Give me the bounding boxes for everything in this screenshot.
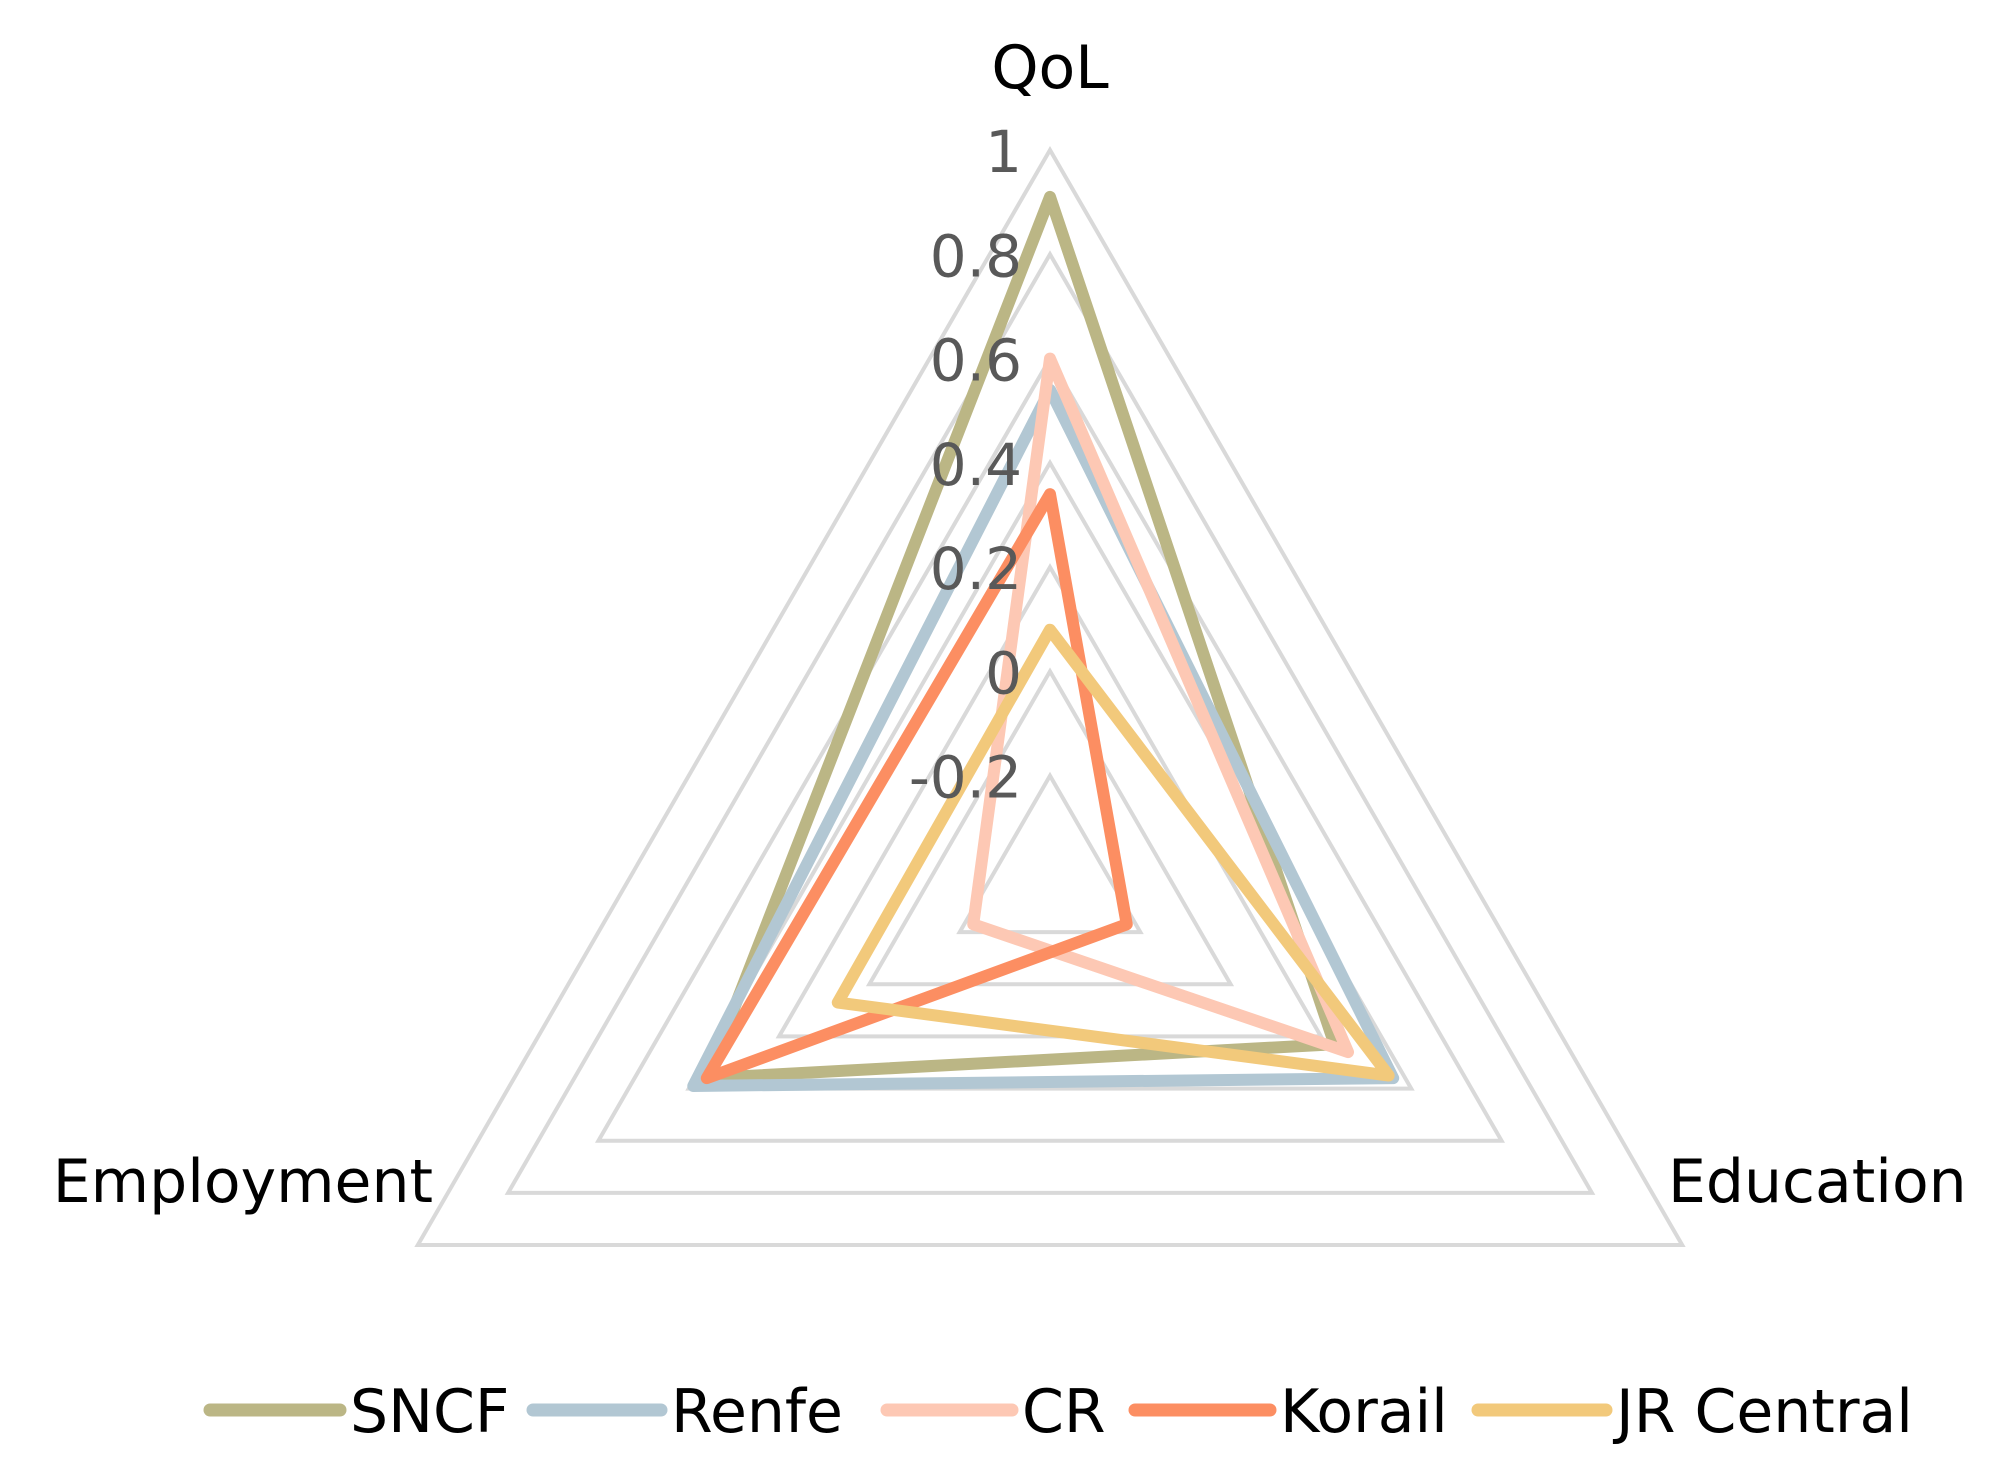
axis-label-education: Education — [1668, 1147, 1967, 1217]
tick-label: 0.2 — [930, 535, 1022, 603]
legend-label: SNCF — [350, 1377, 509, 1447]
radial-tick-labels: 1 0.8 0.6 0.4 0.2 0 -0.2 — [909, 118, 1022, 812]
grid-ring — [504, 250, 1596, 1195]
legend-label: JR Central — [1612, 1377, 1913, 1447]
series-line-jr-central — [831, 623, 1395, 1082]
grid-ring — [865, 667, 1235, 987]
tick-label: 0.4 — [930, 431, 1022, 499]
tick-label: 0.8 — [930, 222, 1022, 290]
tick-label: 0.6 — [930, 327, 1022, 395]
grid-ring — [956, 771, 1144, 935]
axis-label-employment: Employment — [53, 1147, 433, 1217]
legend-label: Korail — [1280, 1377, 1448, 1447]
series-line-korail — [700, 488, 1133, 1085]
radar-series — [687, 190, 1400, 1092]
legend-label: Renfe — [671, 1377, 843, 1447]
series-line-renfe — [687, 383, 1400, 1092]
series-line-sncf — [700, 190, 1341, 1085]
legend: SNCF Renfe CR Korail JR Central — [203, 1377, 1913, 1447]
grid-ring — [594, 354, 1506, 1143]
series-line-cr — [967, 352, 1355, 1059]
tick-label: -0.2 — [909, 744, 1022, 812]
legend-label: CR — [1022, 1377, 1106, 1447]
axis-label-qol: QoL — [991, 33, 1109, 103]
tick-label: 0 — [985, 639, 1022, 707]
tick-label: 1 — [985, 118, 1022, 186]
grid-ring — [414, 145, 1686, 1247]
